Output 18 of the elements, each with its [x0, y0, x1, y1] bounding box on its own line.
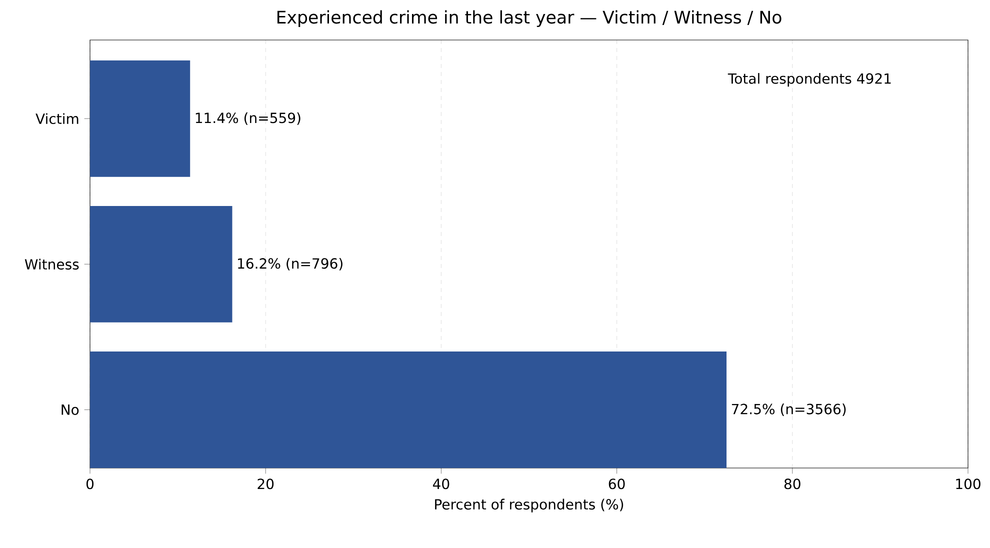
bar	[90, 60, 190, 177]
bar	[90, 352, 727, 468]
y-tick-label: Victim	[36, 113, 78, 124]
x-tick-label: 0	[86, 478, 94, 490]
x-tick-label: 20	[258, 478, 274, 490]
x-tick-label: 80	[784, 478, 800, 490]
bar	[90, 206, 232, 322]
x-tick-label: 100	[956, 478, 980, 490]
data-label: 11.4% (n=559)	[196, 112, 300, 125]
x-tick-label: 60	[608, 478, 625, 490]
chart-title: Experienced crime in the last year — Victim / Witness / No	[277, 10, 782, 28]
x-tick-label: 40	[432, 478, 450, 490]
data-label: 16.2% (n=796)	[238, 258, 342, 270]
x-axis-title: Percent of respondents (%)	[435, 498, 624, 512]
annotation: Total respondents 4921	[728, 73, 891, 87]
y-tick-label: Witness	[24, 258, 79, 270]
y-tick-label: No	[62, 404, 79, 415]
data-label: 72.5% (n=3566)	[732, 404, 846, 416]
